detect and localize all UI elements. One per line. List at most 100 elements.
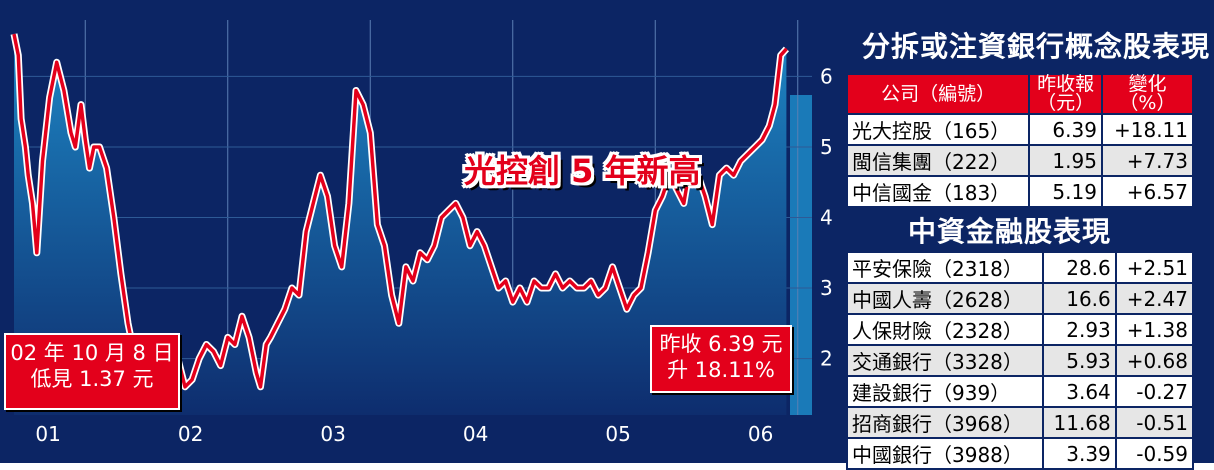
table2-change-cell: +2.47	[1114, 282, 1195, 315]
data-point	[469, 245, 471, 247]
data-point	[754, 146, 756, 148]
data-point	[626, 308, 628, 310]
data-point	[319, 174, 321, 176]
data-point	[569, 280, 571, 282]
data-point	[505, 280, 507, 282]
low-callout-line2: 低見 1.37 元	[30, 367, 154, 391]
data-point	[17, 54, 19, 56]
y-tick-label: 2	[820, 347, 833, 371]
data-point	[36, 252, 38, 254]
x-tick-label: 02	[178, 422, 203, 446]
data-point	[555, 273, 556, 275]
table1-close-cell: 1.95	[1028, 144, 1103, 177]
data-point	[327, 195, 328, 197]
data-point	[260, 386, 262, 388]
data-point	[669, 174, 670, 176]
data-point	[483, 245, 485, 247]
data-point	[213, 351, 214, 353]
table2-change-cell: -0.27	[1114, 375, 1195, 408]
data-point	[205, 343, 207, 345]
data-point	[540, 287, 542, 289]
right-shade	[790, 95, 812, 415]
table1-company-cell: 閩信集團（222）	[845, 144, 1031, 177]
financial-stock-table: 平安保險（2318） 28.6 +2.51 中國人壽（2628） 16.6 +2.47 人保…	[846, 251, 1195, 470]
table2-company-cell: 建設銀行（939）	[846, 375, 1044, 408]
data-point	[241, 315, 243, 317]
data-point	[633, 294, 635, 296]
table1-company-cell: 光大控股（165）	[845, 113, 1031, 146]
data-point	[227, 336, 229, 338]
concept-stock-table: 公司（編號） 昨收報 （元） 變化 （%） 光大控股（165） 6.39 +18.11 閩…	[845, 73, 1195, 208]
data-point	[412, 280, 414, 282]
data-point	[13, 33, 15, 35]
x-tick-label: 06	[748, 422, 773, 446]
table-row: 光大控股（165） 6.39 +18.11	[845, 113, 1195, 146]
data-point	[661, 195, 663, 197]
x-tick-label: 03	[320, 422, 345, 446]
table-row: 建設銀行（939） 3.64 -0.27	[846, 375, 1195, 408]
table1-close-cell: 5.19	[1028, 175, 1103, 208]
table2-change-cell: +0.68	[1114, 344, 1195, 377]
data-point	[27, 174, 29, 176]
data-point	[312, 202, 314, 204]
data-point	[590, 280, 592, 282]
data-point	[362, 104, 364, 106]
table-row: 中信國金（183） 5.19 +6.57	[845, 175, 1195, 208]
table2-company-cell: 交通銀行（3328）	[846, 344, 1044, 377]
data-point	[726, 167, 727, 169]
price-area	[14, 34, 787, 415]
data-point	[526, 301, 528, 303]
data-point	[191, 379, 193, 381]
x-tick-label: 04	[463, 422, 488, 446]
data-point	[248, 336, 250, 338]
data-point	[20, 118, 22, 120]
data-point	[74, 146, 76, 148]
data-point	[99, 146, 100, 148]
table2-company-cell: 中國人壽（2628）	[846, 282, 1044, 315]
table-row: 招商銀行（3968） 11.68 -0.51	[846, 406, 1195, 439]
data-point	[433, 245, 435, 247]
y-tick-label: 5	[820, 135, 833, 159]
data-point	[234, 343, 236, 345]
table2-change-cell: +2.51	[1114, 251, 1195, 284]
low-callout-line1: 02 年 10 月 8 日	[10, 341, 174, 365]
data-point	[774, 104, 776, 106]
data-point	[348, 202, 350, 204]
table1-change-cell: +6.57	[1100, 175, 1195, 208]
table2-company-cell: 平安保險（2318）	[846, 251, 1044, 284]
table-row: 平安保險（2318） 28.6 +2.51	[846, 251, 1195, 284]
last-callout-line1: 昨收 6.39 元	[659, 332, 783, 356]
data-point	[640, 287, 642, 289]
data-point	[56, 61, 58, 63]
data-point	[576, 287, 578, 289]
table-row: 閩信集團（222） 1.95 +7.73	[845, 144, 1195, 177]
data-point	[405, 266, 407, 268]
headline: 光控創 5 年新高	[464, 152, 701, 190]
data-point	[740, 160, 742, 162]
table2-close-cell: 11.68	[1041, 406, 1117, 439]
data-point	[113, 217, 115, 218]
table2-company-cell: 中國銀行（3988）	[846, 437, 1044, 470]
data-point	[220, 365, 222, 367]
data-point	[355, 90, 357, 92]
table1-close-cell: 6.39	[1028, 113, 1103, 146]
table-row: 中國人壽（2628） 16.6 +2.47	[846, 282, 1195, 315]
data-point	[305, 231, 307, 233]
table2-company-cell: 人保財險（2328）	[846, 313, 1044, 346]
data-point	[780, 54, 782, 56]
data-point	[683, 202, 685, 204]
data-point	[690, 160, 692, 162]
data-point	[391, 294, 393, 296]
data-point	[341, 266, 343, 268]
data-point	[70, 132, 72, 134]
data-point	[441, 217, 442, 218]
y-tick-label: 3	[820, 276, 833, 300]
table1-change-cell: +7.73	[1100, 144, 1195, 177]
data-point	[63, 90, 65, 92]
data-point	[270, 336, 271, 338]
data-point	[42, 160, 43, 162]
data-point	[711, 224, 713, 226]
data-point	[334, 245, 336, 247]
table-row: 交通銀行（3328） 5.93 +0.68	[846, 344, 1195, 377]
data-point	[398, 322, 400, 324]
